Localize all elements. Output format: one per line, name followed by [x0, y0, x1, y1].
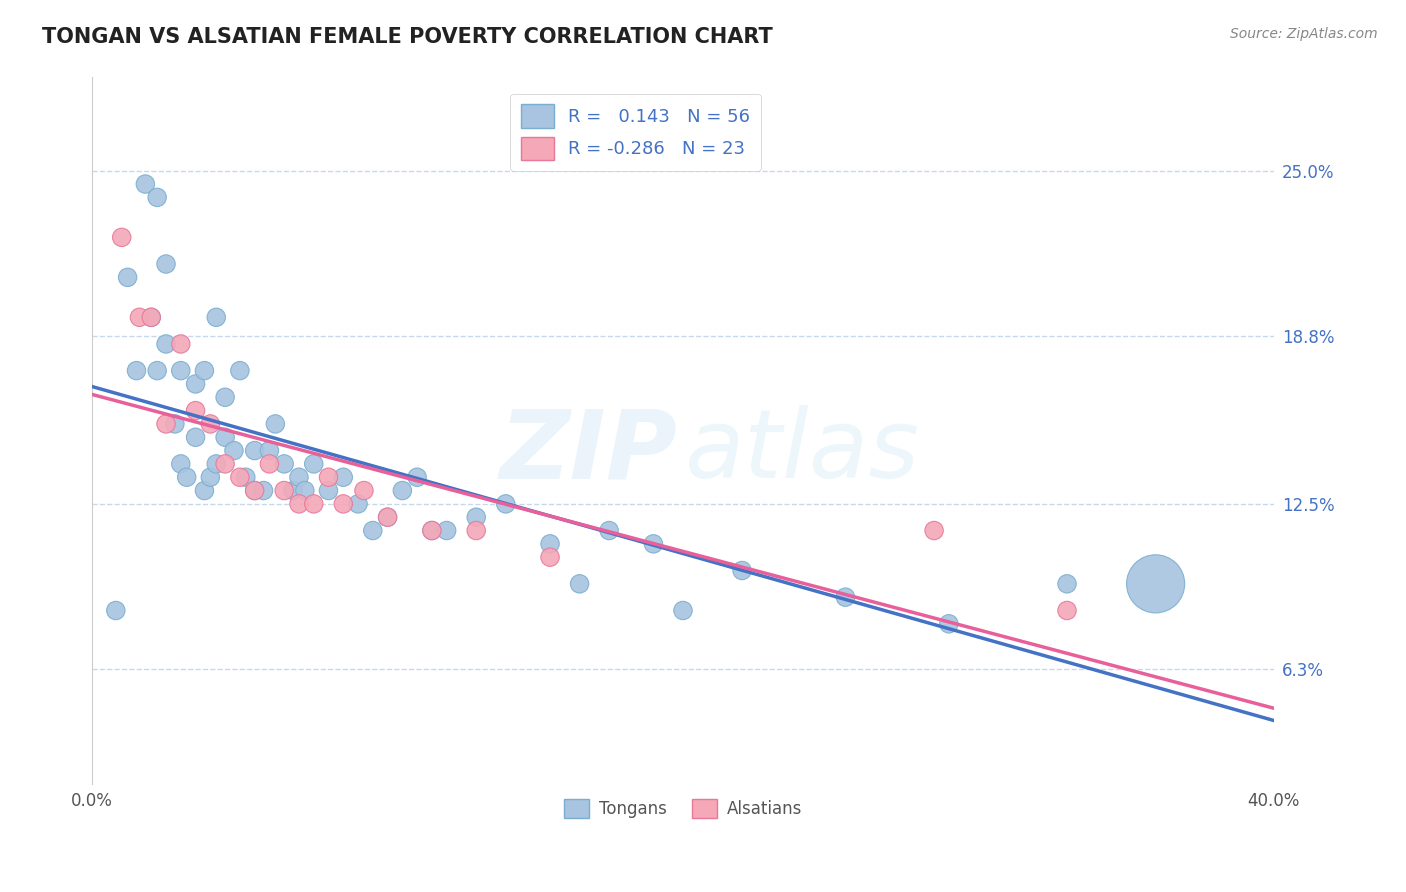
Point [465, 524, 488, 538]
Point [318, 470, 340, 484]
Point [568, 577, 591, 591]
Point [193, 483, 215, 498]
Point [155, 337, 177, 351]
Point [938, 616, 960, 631]
Point [155, 417, 177, 431]
Point [141, 310, 163, 325]
Point [834, 590, 856, 604]
Point [538, 537, 561, 551]
Point [288, 470, 311, 484]
Point [377, 510, 399, 524]
Point [264, 417, 287, 431]
Point [170, 457, 193, 471]
Point [347, 497, 370, 511]
Point [420, 524, 443, 538]
Point [243, 483, 266, 498]
Point [146, 363, 169, 377]
Point [128, 310, 150, 325]
Text: TONGAN VS ALSATIAN FEMALE POVERTY CORRELATION CHART: TONGAN VS ALSATIAN FEMALE POVERTY CORREL… [42, 27, 773, 46]
Point [205, 457, 228, 471]
Point [235, 470, 257, 484]
Point [353, 483, 375, 498]
Text: ZIP: ZIP [499, 405, 678, 499]
Point [184, 430, 207, 444]
Point [141, 310, 163, 325]
Point [406, 470, 429, 484]
Text: Source: ZipAtlas.com: Source: ZipAtlas.com [1230, 27, 1378, 41]
Point [538, 550, 561, 565]
Point [163, 417, 186, 431]
Point [176, 470, 198, 484]
Point [302, 497, 325, 511]
Point [184, 403, 207, 417]
Point [731, 564, 754, 578]
Point [281, 483, 304, 498]
Point [332, 497, 354, 511]
Point [229, 363, 252, 377]
Point [318, 483, 340, 498]
Point [294, 483, 316, 498]
Text: atlas: atlas [683, 405, 918, 499]
Point [146, 190, 169, 204]
Point [465, 510, 488, 524]
Point [111, 230, 134, 244]
Point [259, 457, 281, 471]
Point [377, 510, 399, 524]
Point [1144, 577, 1167, 591]
Point [214, 430, 236, 444]
Point [205, 310, 228, 325]
Point [361, 524, 384, 538]
Point [436, 524, 458, 538]
Point [672, 603, 695, 617]
Point [214, 390, 236, 404]
Point [155, 257, 177, 271]
Point [420, 524, 443, 538]
Point [302, 457, 325, 471]
Point [170, 337, 193, 351]
Point [288, 497, 311, 511]
Point [104, 603, 127, 617]
Point [495, 497, 517, 511]
Point [243, 443, 266, 458]
Point [200, 417, 222, 431]
Point [117, 270, 139, 285]
Point [229, 470, 252, 484]
Point [170, 363, 193, 377]
Legend: Tongans, Alsatians: Tongans, Alsatians [557, 792, 808, 825]
Point [332, 470, 354, 484]
Point [273, 457, 295, 471]
Point [193, 363, 215, 377]
Point [598, 524, 620, 538]
Point [243, 483, 266, 498]
Point [134, 177, 156, 191]
Point [184, 376, 207, 391]
Point [214, 457, 236, 471]
Point [1056, 603, 1078, 617]
Point [643, 537, 665, 551]
Point [200, 470, 222, 484]
Point [222, 443, 245, 458]
Point [391, 483, 413, 498]
Point [1056, 577, 1078, 591]
Point [125, 363, 148, 377]
Point [252, 483, 274, 498]
Point [273, 483, 295, 498]
Point [922, 524, 945, 538]
Point [259, 443, 281, 458]
